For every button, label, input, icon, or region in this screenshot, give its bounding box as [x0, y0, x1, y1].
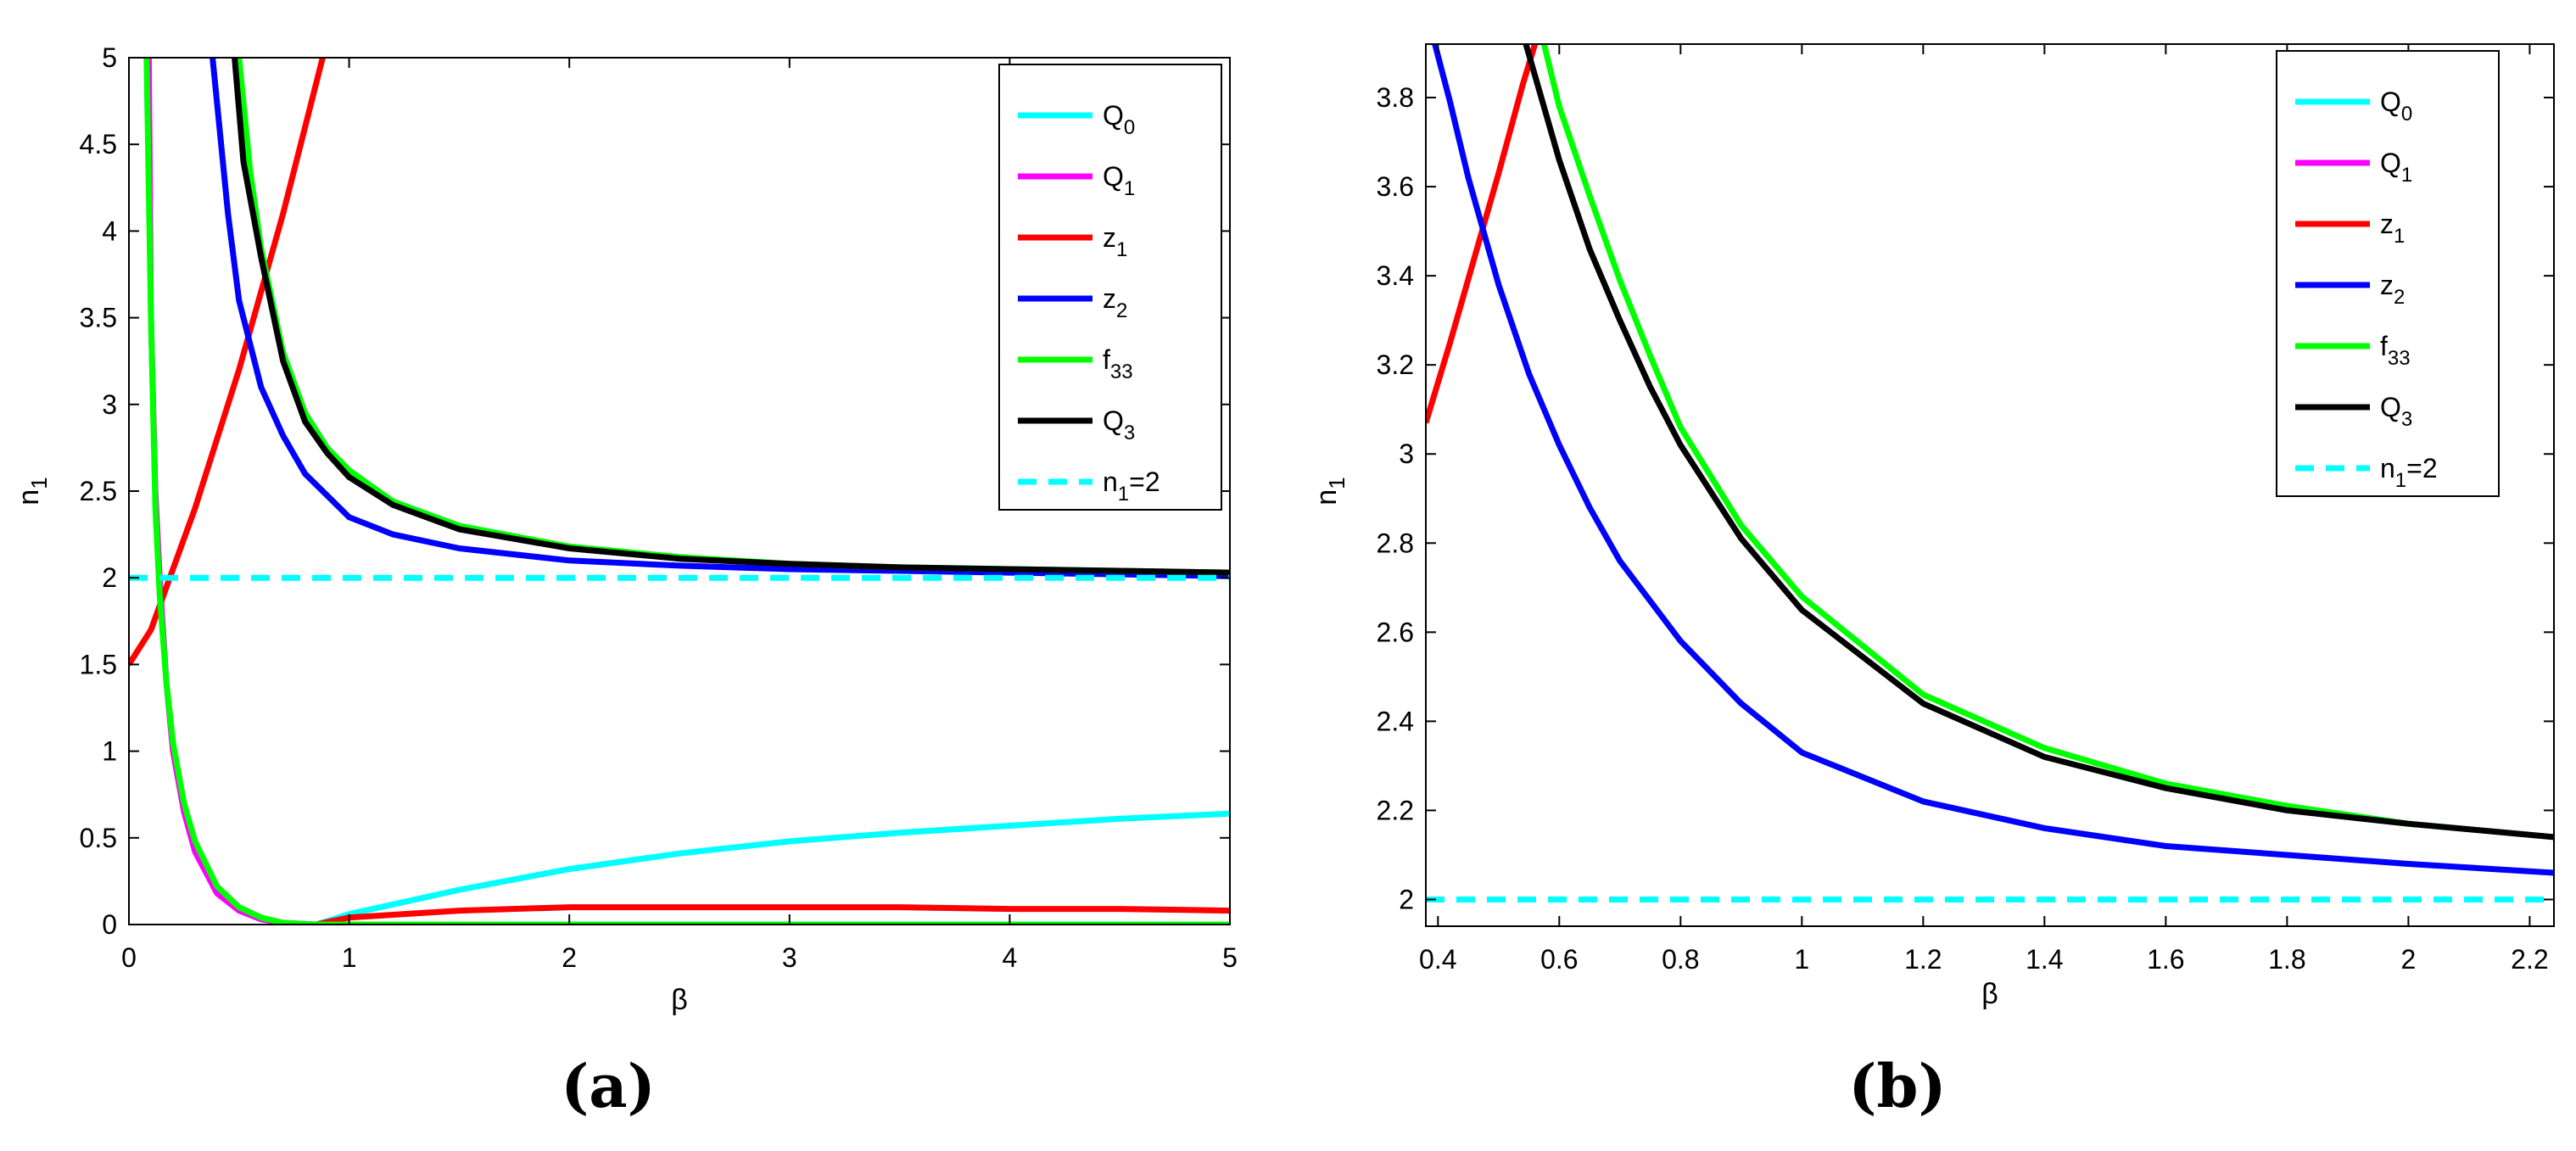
x-tick-label: 1.2	[1904, 944, 1942, 975]
x-tick-label: 0.8	[1662, 944, 1699, 975]
y-tick-label: 3	[1399, 439, 1414, 469]
series-line-f33-b	[1540, 44, 2554, 841]
x-tick-label: 2	[562, 942, 577, 973]
x-tick-label: 2	[2400, 944, 2416, 975]
x-tick-label: 1	[342, 942, 357, 973]
y-axis-label-b: n1	[1310, 477, 1349, 505]
y-tick-label: 2	[1399, 884, 1414, 914]
legend-label-q3: Q3	[2380, 392, 2412, 431]
legend-label-q1: Q1	[2380, 148, 2412, 187]
series-layer-a	[129, 58, 1230, 925]
y-tick-label: 5	[102, 42, 117, 73]
legend-label-q3: Q3	[1103, 405, 1135, 444]
y-axis-label-sub-a: 1	[26, 477, 52, 489]
y-tick-label: 2.2	[1377, 795, 1414, 825]
x-tick-label: 2.2	[2511, 944, 2548, 975]
y-tick-label: 2.8	[1377, 528, 1414, 558]
x-tick-label: 1.8	[2268, 944, 2305, 975]
legend-entries-a: Q0 Q1 z1 z2 f33 Q3 n1=2	[1018, 100, 1160, 506]
series-line-z2-b	[1432, 44, 2554, 876]
legend-label-z2: z2	[1103, 283, 1127, 322]
y-ticks-b: 2 2.2 2.4 2.6 2.8 3 3.2 3.4 3.6 3.8	[1377, 82, 2554, 914]
y-tick-label: 3.8	[1377, 82, 1414, 113]
panel-label-a: (a)	[561, 1051, 656, 1121]
y-axis-label-main-a: n	[13, 489, 45, 506]
x-tick-label: 1	[1794, 944, 1809, 975]
x-ticks-a: 0 1 2 3 4 5	[121, 58, 1238, 973]
y-tick-label: 2.5	[80, 476, 117, 506]
x-tick-label: 1.6	[2147, 944, 2184, 975]
series-line-q0-a	[315, 810, 1230, 925]
series-line-z2-a	[210, 58, 1230, 579]
legend-label-q0: Q0	[1103, 100, 1135, 139]
x-tick-label: 4	[1003, 942, 1018, 973]
y-axis-label-sub-b: 1	[1324, 477, 1349, 489]
y-tick-label: 3.2	[1377, 349, 1414, 380]
series-line-q3-b	[1523, 44, 2554, 841]
legend-label-z2: z2	[2380, 270, 2405, 309]
y-axis-label-main-b: n	[1310, 489, 1343, 506]
y-tick-label: 2	[102, 562, 117, 593]
legend-label-n1eq2: n1=2	[1103, 467, 1160, 506]
legend-entries-b: Q0 Q1 z1 z2 f33 Q3 n1=2	[2295, 87, 2438, 492]
legend-label-f33: f33	[2380, 331, 2411, 370]
series-layer-b	[1426, 44, 2554, 902]
x-ticks-b: 0.4 0.6 0.8 1 1.2 1.4 1.6 1.8 2 2.2	[1419, 44, 2549, 975]
y-ticks-a: 0 0.5 1 1.5 2 2.5 3 3.5 4 4.5 5	[80, 42, 1230, 940]
y-tick-label: 4.5	[80, 129, 117, 159]
x-tick-label: 0.6	[1540, 944, 1578, 975]
legend-label-q0: Q0	[2380, 87, 2412, 126]
y-tick-label: 1	[102, 736, 117, 767]
legend-label-n1eq2: n1=2	[2380, 453, 2438, 492]
legend-a: Q0 Q1 z1 z2 f33 Q3 n1=2	[998, 64, 1222, 511]
x-tick-label: 0.4	[1419, 944, 1456, 975]
series-line-z1-b	[1426, 44, 1539, 424]
x-tick-label: 3	[782, 942, 797, 973]
legend-box-a	[998, 64, 1222, 511]
y-tick-label: 0	[102, 909, 117, 940]
x-tick-label: 1.4	[2026, 944, 2063, 975]
y-tick-label: 0.5	[80, 823, 117, 853]
y-tick-label: 3	[102, 389, 117, 420]
x-tick-label: 5	[1222, 942, 1238, 973]
panel-label-b: (b)	[1848, 1051, 1946, 1121]
y-tick-label: 3.5	[80, 303, 117, 333]
legend-label-z1: z1	[2380, 209, 2405, 248]
legend-b: Q0 Q1 z1 z2 f33 Q3 n1=2	[2276, 50, 2500, 497]
chart-panel-b: 0.4 0.6 0.8 1 1.2 1.4 1.6 1.8 2 2.2 2 2.2 2.4 2.6 2.8…	[1310, 43, 2555, 1121]
x-axis-label-b: β	[1981, 978, 1998, 1010]
axes-frame-b	[1425, 43, 2555, 927]
y-tick-label: 2.4	[1377, 706, 1414, 736]
legend-label-z1: z1	[1103, 222, 1127, 261]
series-line-q3-a	[232, 58, 1230, 576]
legend-box-b	[2276, 50, 2500, 497]
x-tick-label: 0	[121, 942, 137, 973]
y-tick-label: 2.6	[1377, 617, 1414, 647]
y-tick-label: 4	[102, 215, 117, 246]
y-tick-label: 1.5	[80, 649, 117, 679]
x-axis-label-a: β	[671, 984, 688, 1016]
y-tick-label: 3.6	[1377, 171, 1414, 202]
legend-label-q1: Q1	[1103, 161, 1135, 200]
legend-label-f33: f33	[1103, 344, 1133, 383]
y-axis-label-a: n1	[13, 477, 52, 505]
y-tick-label: 3.4	[1377, 260, 1414, 291]
